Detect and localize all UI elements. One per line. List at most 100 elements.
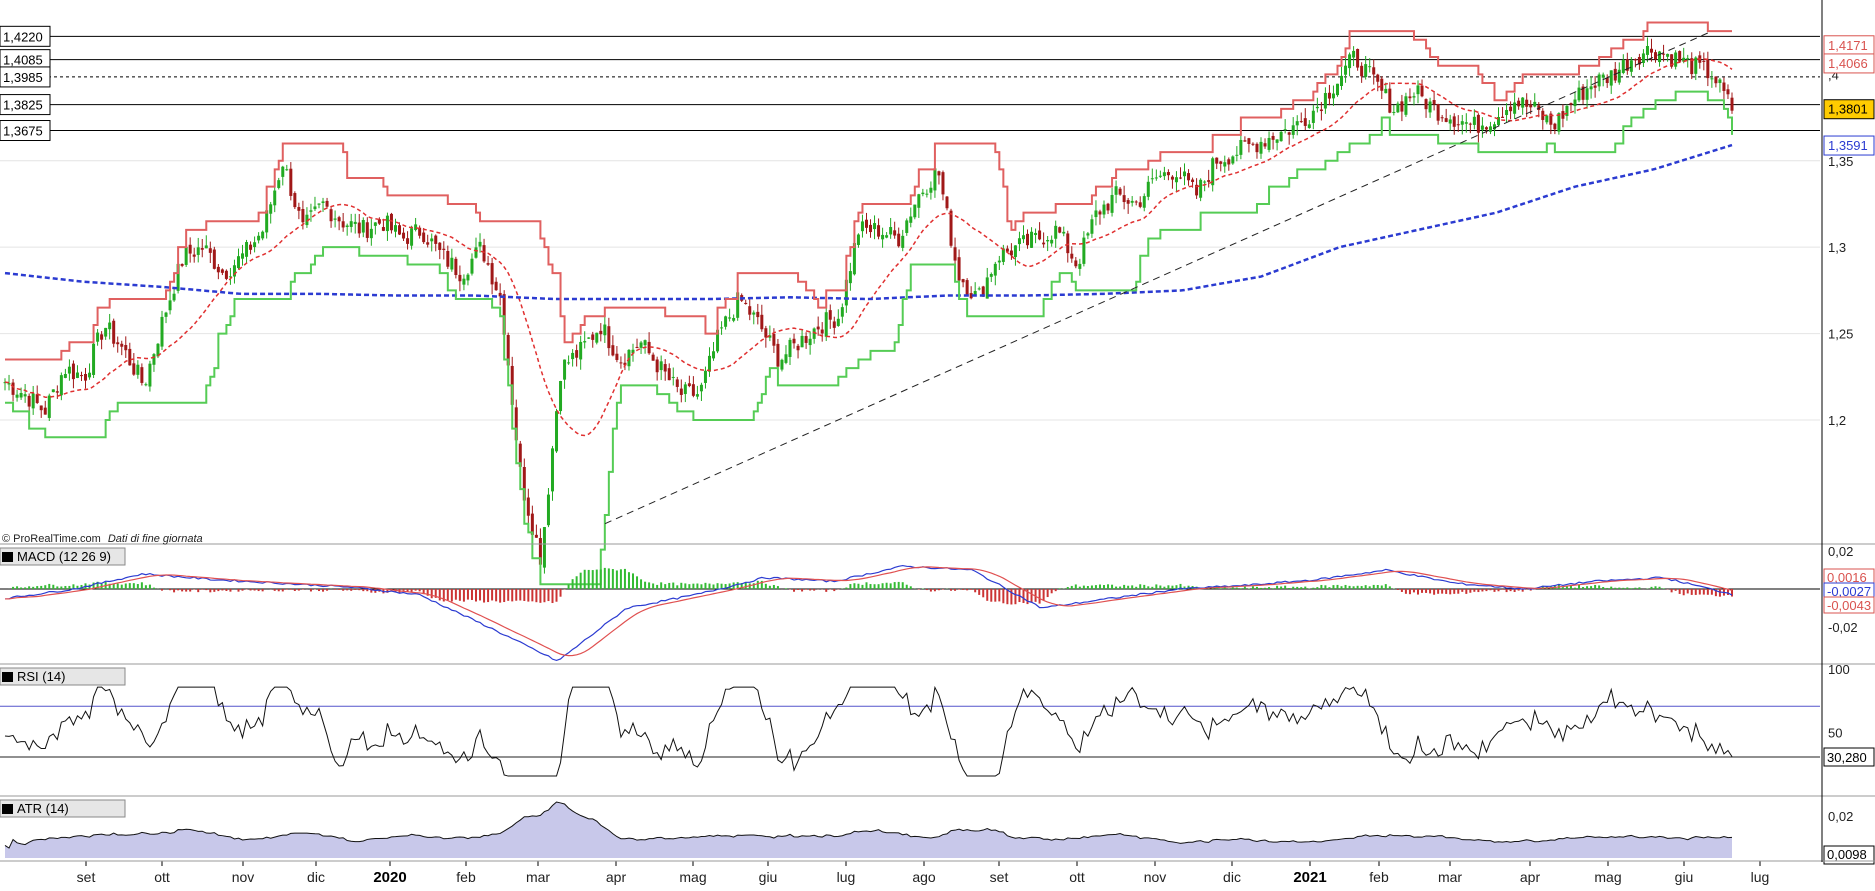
macd-label-swatch (2, 552, 13, 562)
candle-body (1287, 132, 1291, 135)
candle-body (289, 168, 293, 196)
candle-body (414, 224, 418, 230)
candle-body (1146, 181, 1150, 197)
x-tick-label: 2021 (1293, 869, 1326, 886)
candle-body (241, 253, 245, 259)
candle-body (1050, 239, 1054, 244)
candle-body (1444, 118, 1448, 122)
candle-body (804, 336, 808, 343)
candle-body (1263, 143, 1267, 147)
candle-body (1593, 85, 1597, 88)
x-tick-label: apr (1520, 869, 1541, 885)
candle-body (1420, 85, 1424, 97)
candle-body (1597, 74, 1601, 87)
candle-body (1637, 57, 1641, 65)
price-tag-label: 1,4171 (1828, 38, 1868, 53)
candle-body (430, 238, 434, 242)
candle-body (184, 246, 188, 265)
candle-body (321, 201, 325, 203)
candle-body (1368, 66, 1372, 68)
candle-body (1174, 177, 1178, 183)
price-tag-box (1823, 53, 1875, 74)
x-tick-label: feb (456, 869, 476, 885)
candle-body (848, 271, 852, 284)
candle-body (112, 320, 116, 344)
candle-body (587, 337, 591, 339)
candle-body (236, 256, 240, 269)
candle-body (1384, 88, 1388, 94)
candle-body (216, 266, 220, 273)
level-box (0, 120, 51, 142)
candle-body (1034, 232, 1038, 236)
candle-body (635, 346, 639, 348)
x-tick-label: ott (1069, 869, 1085, 885)
candle-body (1360, 65, 1364, 77)
candle-body (277, 180, 281, 188)
candle-body (1537, 105, 1541, 110)
candle-body (204, 245, 208, 249)
candle-body (1364, 64, 1368, 77)
candle-body (482, 245, 486, 262)
macd-panel: 0,02 -0,02 0,0016-0,0027-0,0043 (0, 544, 1875, 662)
candle-body (784, 354, 788, 363)
candle-body (341, 221, 345, 228)
candle-body (792, 338, 796, 344)
candle-body (1243, 140, 1247, 142)
candle-body (1215, 157, 1219, 164)
candle-body (100, 334, 104, 340)
candle-body (522, 467, 526, 501)
candle-body (993, 263, 997, 276)
candle-body (458, 274, 462, 282)
candle-body (1219, 161, 1223, 164)
x-tick-label: ott (154, 869, 170, 885)
candle-body (550, 448, 554, 492)
candle-body (1259, 141, 1263, 154)
x-tick-label: lug (1751, 869, 1770, 885)
candle-body (1001, 248, 1005, 262)
candle-body (712, 351, 716, 359)
candle-body (152, 354, 156, 365)
candle-body (1525, 99, 1529, 107)
candle-body (442, 248, 446, 250)
candle-body (1327, 92, 1331, 99)
rsi-label: RSI (14) (17, 669, 65, 684)
atr-tag-box (1823, 845, 1875, 865)
candle-body (265, 210, 269, 233)
candle-body (1183, 171, 1187, 177)
candle-body (619, 362, 623, 364)
candle-body (965, 280, 969, 295)
candle-body (675, 379, 679, 387)
candle-body (353, 221, 357, 224)
candle-body (1577, 87, 1581, 101)
candle-body (546, 494, 550, 526)
candle-body (285, 169, 289, 171)
candle-body (1348, 54, 1352, 69)
candle-body (104, 327, 108, 337)
candle-body (913, 204, 917, 218)
candle-body (1042, 242, 1046, 245)
candle-body (389, 213, 393, 231)
candle-body (59, 375, 63, 396)
atr-tick-label: 0,02 (1828, 809, 1853, 824)
candle-body (1279, 131, 1283, 142)
rsi-tag-box (1823, 747, 1875, 767)
candle-body (381, 227, 385, 231)
candle-body (406, 238, 410, 244)
candle-body (893, 230, 897, 236)
candle-body (47, 395, 51, 418)
candle-body (19, 392, 23, 398)
candle-body (1283, 129, 1287, 131)
candle-body (1678, 51, 1682, 62)
candle-body (973, 291, 977, 295)
candle-body (1400, 101, 1404, 112)
candle-body (309, 210, 313, 212)
candle-body (1303, 118, 1307, 126)
candle-body (192, 254, 196, 257)
candle-body (683, 384, 687, 395)
candle-body (1718, 79, 1722, 83)
candle-body (534, 534, 538, 538)
candle-body (796, 345, 800, 351)
candle-body (305, 214, 309, 226)
macd-label-box (0, 547, 126, 566)
candle-body (897, 233, 901, 247)
